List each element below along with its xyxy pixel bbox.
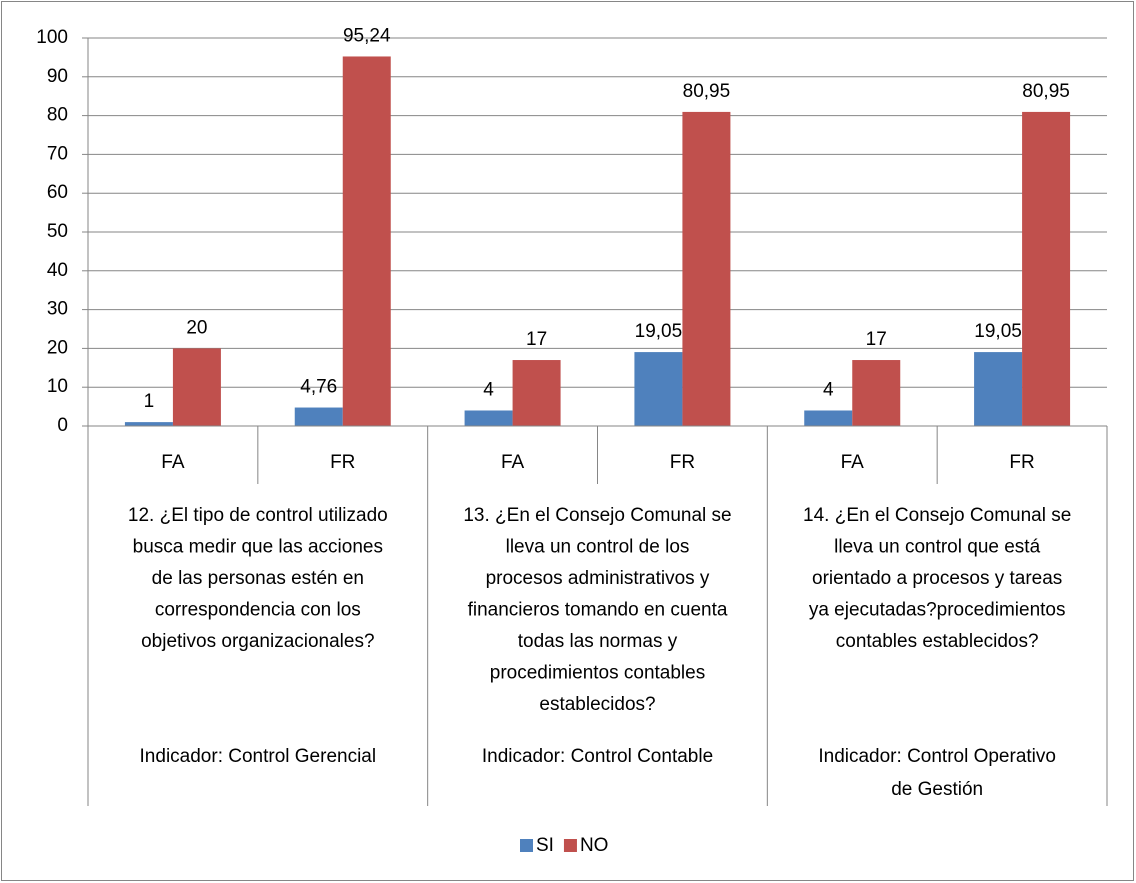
bar: [974, 352, 1023, 426]
group-question: 12. ¿El tipo de control utilizado: [128, 505, 388, 526]
group-question: correspondencia con los: [155, 600, 361, 621]
bar: [294, 407, 343, 426]
value-label: 20: [186, 317, 207, 338]
x-tick-label: FR: [1009, 452, 1034, 473]
group-question: ya ejecutadas?procedimientos: [809, 600, 1066, 621]
group-question: procesos administrativos y: [486, 568, 710, 589]
bar: [512, 360, 561, 426]
value-label: 80,95: [1022, 81, 1070, 102]
group-question: procedimientos contables: [490, 663, 705, 684]
group-question: lleva un control que está: [834, 537, 1040, 558]
legend-swatch: [520, 839, 533, 852]
bar: [342, 56, 391, 426]
group-indicator: de Gestión: [891, 779, 983, 800]
group-question: orientado a procesos y tareas: [812, 568, 1062, 589]
legend-swatch: [563, 839, 577, 852]
y-tick-label: 10: [47, 376, 68, 397]
group-question: lleva un control de los: [506, 537, 690, 558]
group-question: establecidos?: [539, 694, 655, 715]
bar: [804, 410, 853, 426]
group-question: objetivos organizacionales?: [141, 631, 374, 652]
value-label: 4: [823, 379, 834, 400]
group-question: financieros tomando en cuenta: [468, 600, 728, 621]
group-question: 13. ¿En el Consejo Comunal se: [463, 505, 731, 526]
y-tick-label: 90: [47, 66, 68, 87]
value-label: 80,95: [683, 81, 731, 102]
x-tick-label: FA: [501, 452, 525, 473]
bar: [172, 348, 221, 426]
bar: [124, 422, 173, 426]
bar: [1022, 111, 1071, 426]
value-label: 1: [144, 391, 155, 412]
group-indicator: Indicador: Control Contable: [482, 746, 713, 767]
bar: [682, 111, 731, 426]
x-tick-label: FR: [670, 452, 695, 473]
x-tick-label: FA: [841, 452, 865, 473]
group-question: busca medir que las acciones: [133, 537, 383, 558]
group-question: todas las normas y: [518, 631, 678, 652]
value-label: 95,24: [343, 25, 391, 46]
bar: [852, 360, 901, 426]
value-label: 4: [483, 379, 494, 400]
y-tick-label: 30: [47, 299, 68, 320]
group-indicator: Indicador: Control Gerencial: [140, 746, 377, 767]
value-label: 17: [866, 329, 887, 350]
y-tick-label: 70: [47, 143, 68, 164]
group-question: 14. ¿En el Consejo Comunal se: [803, 505, 1071, 526]
y-tick-label: 100: [36, 27, 68, 48]
x-tick-label: FR: [330, 452, 355, 473]
bar: [464, 410, 513, 426]
value-label: 19,05: [635, 321, 683, 342]
group-indicator: Indicador: Control Operativo: [818, 746, 1056, 767]
legend-label: SI: [536, 835, 554, 856]
legend-label: NO: [580, 835, 609, 856]
value-label: 17: [526, 329, 547, 350]
y-tick-label: 20: [47, 337, 68, 358]
value-label: 4,76: [300, 377, 337, 398]
group-question: de las personas estén en: [152, 568, 364, 589]
group-question: contables establecidos?: [836, 631, 1039, 652]
y-tick-label: 60: [47, 182, 68, 203]
y-tick-label: 80: [47, 105, 68, 126]
y-tick-label: 0: [57, 415, 68, 436]
x-tick-label: FA: [161, 452, 185, 473]
value-label: 19,05: [974, 321, 1022, 342]
y-tick-label: 40: [47, 260, 68, 281]
y-tick-label: 50: [47, 221, 68, 242]
bar: [634, 352, 683, 426]
